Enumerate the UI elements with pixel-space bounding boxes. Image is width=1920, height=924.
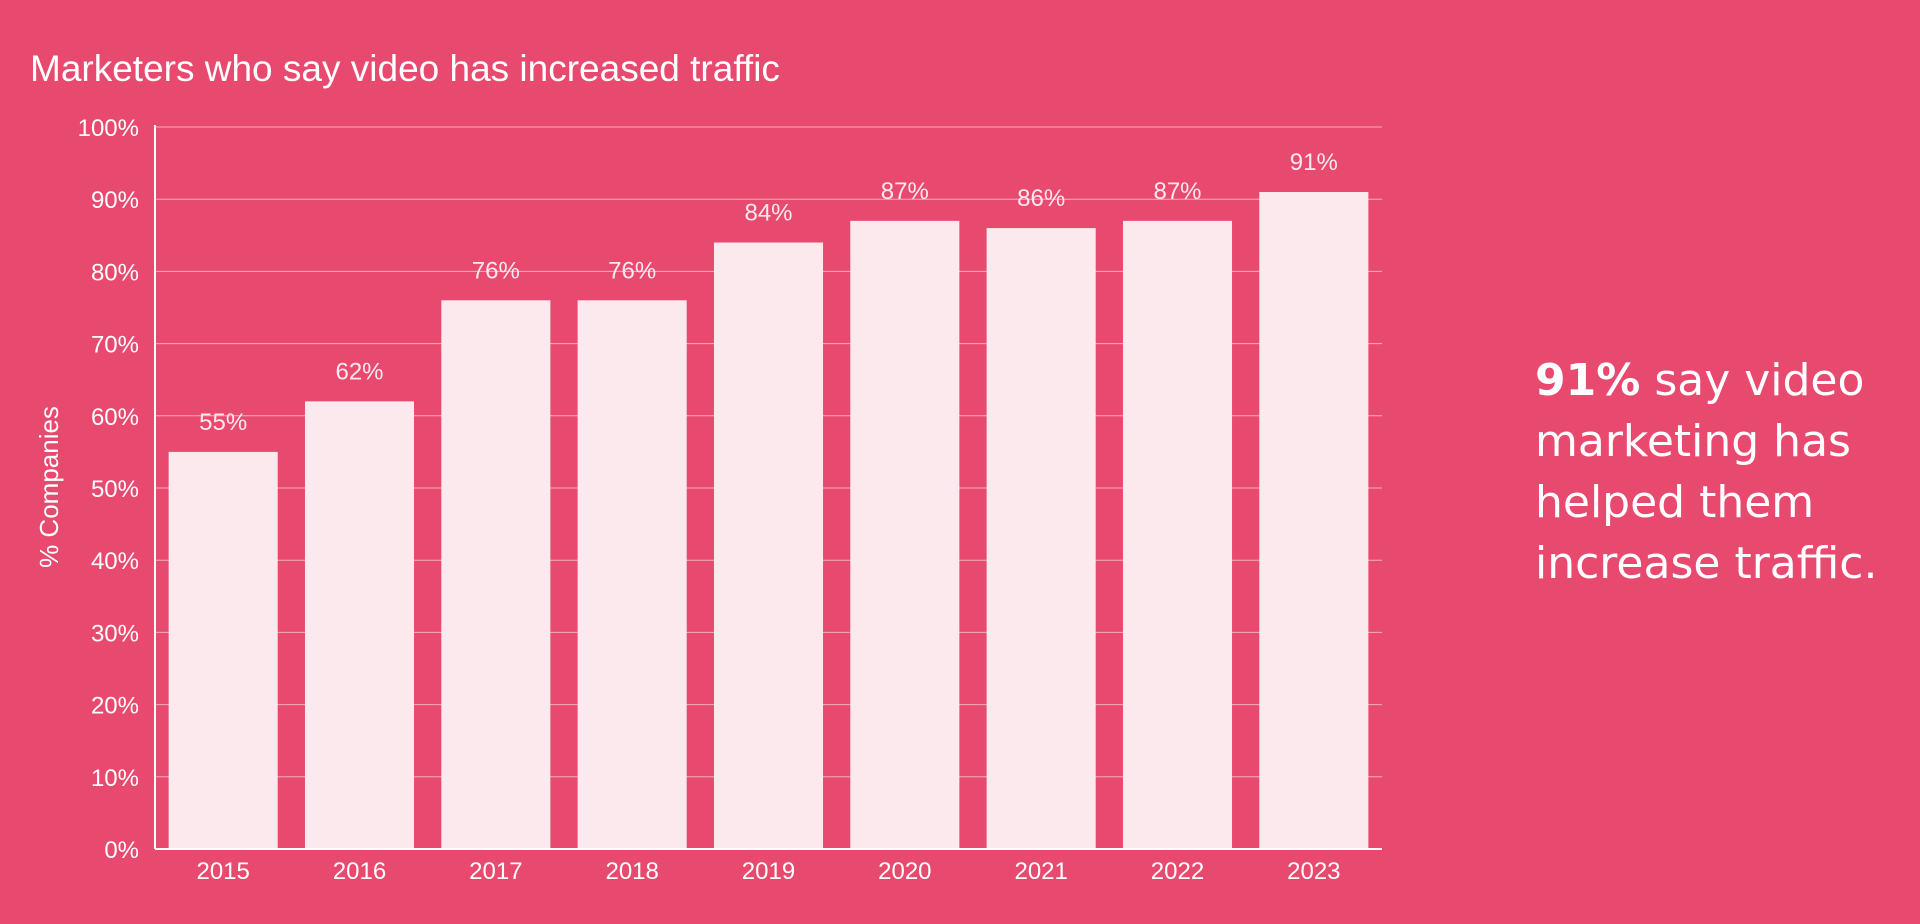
data-label: 87% — [1153, 178, 1201, 205]
y-tick-label: 40% — [91, 548, 139, 575]
x-tick-label: 2019 — [742, 858, 795, 885]
x-tick-label: 2020 — [878, 858, 931, 885]
x-tick-label: 2018 — [605, 858, 658, 885]
bar — [304, 401, 415, 849]
data-label: 76% — [608, 257, 656, 284]
data-label: 76% — [472, 257, 520, 284]
chart-title: Marketers who say video has increased tr… — [30, 48, 780, 89]
y-tick-label: 100% — [78, 115, 139, 142]
data-label: 91% — [1290, 149, 1338, 176]
bars — [168, 191, 1369, 850]
x-tick-label: 2021 — [1014, 858, 1067, 885]
y-axis-title: % Companies — [34, 406, 64, 568]
bar — [1122, 220, 1233, 850]
y-tick-label: 30% — [91, 620, 139, 647]
data-label: 55% — [199, 409, 247, 436]
callout-text: 91% say video marketing has helped them … — [1535, 350, 1895, 594]
bar — [168, 451, 278, 849]
axes — [154, 125, 1382, 850]
x-tick-label: 2015 — [196, 858, 249, 885]
labels: 0% 10% 20% 30% 40% 50% 60% 70% 80% 90% 100% 55% 2015… — [78, 115, 1341, 885]
y-tick-label: 90% — [91, 187, 139, 214]
bar — [577, 300, 687, 849]
x-tick-label: 2023 — [1287, 858, 1340, 885]
data-label: 62% — [335, 358, 383, 385]
y-tick-label: 60% — [91, 404, 139, 431]
x-tick-label: 2017 — [469, 858, 522, 885]
data-label: 86% — [1017, 185, 1065, 212]
x-tick-label: 2022 — [1151, 858, 1204, 885]
callout-body: say video marketing has helped them incr… — [1535, 355, 1878, 589]
y-tick-label: 70% — [91, 332, 139, 359]
bar — [713, 242, 824, 849]
bar — [850, 220, 960, 850]
y-tick-label: 0% — [104, 837, 139, 864]
bar — [986, 228, 1096, 849]
y-tick-label: 80% — [91, 259, 139, 286]
y-tick-label: 50% — [91, 476, 139, 503]
data-label: 84% — [744, 200, 792, 227]
callout-highlight: 91% — [1535, 355, 1641, 406]
bar — [441, 300, 551, 849]
y-tick-label: 20% — [91, 693, 139, 720]
y-tick-label: 10% — [91, 765, 139, 792]
data-label: 87% — [881, 178, 929, 205]
bar — [1259, 191, 1369, 850]
x-tick-label: 2016 — [333, 858, 386, 885]
